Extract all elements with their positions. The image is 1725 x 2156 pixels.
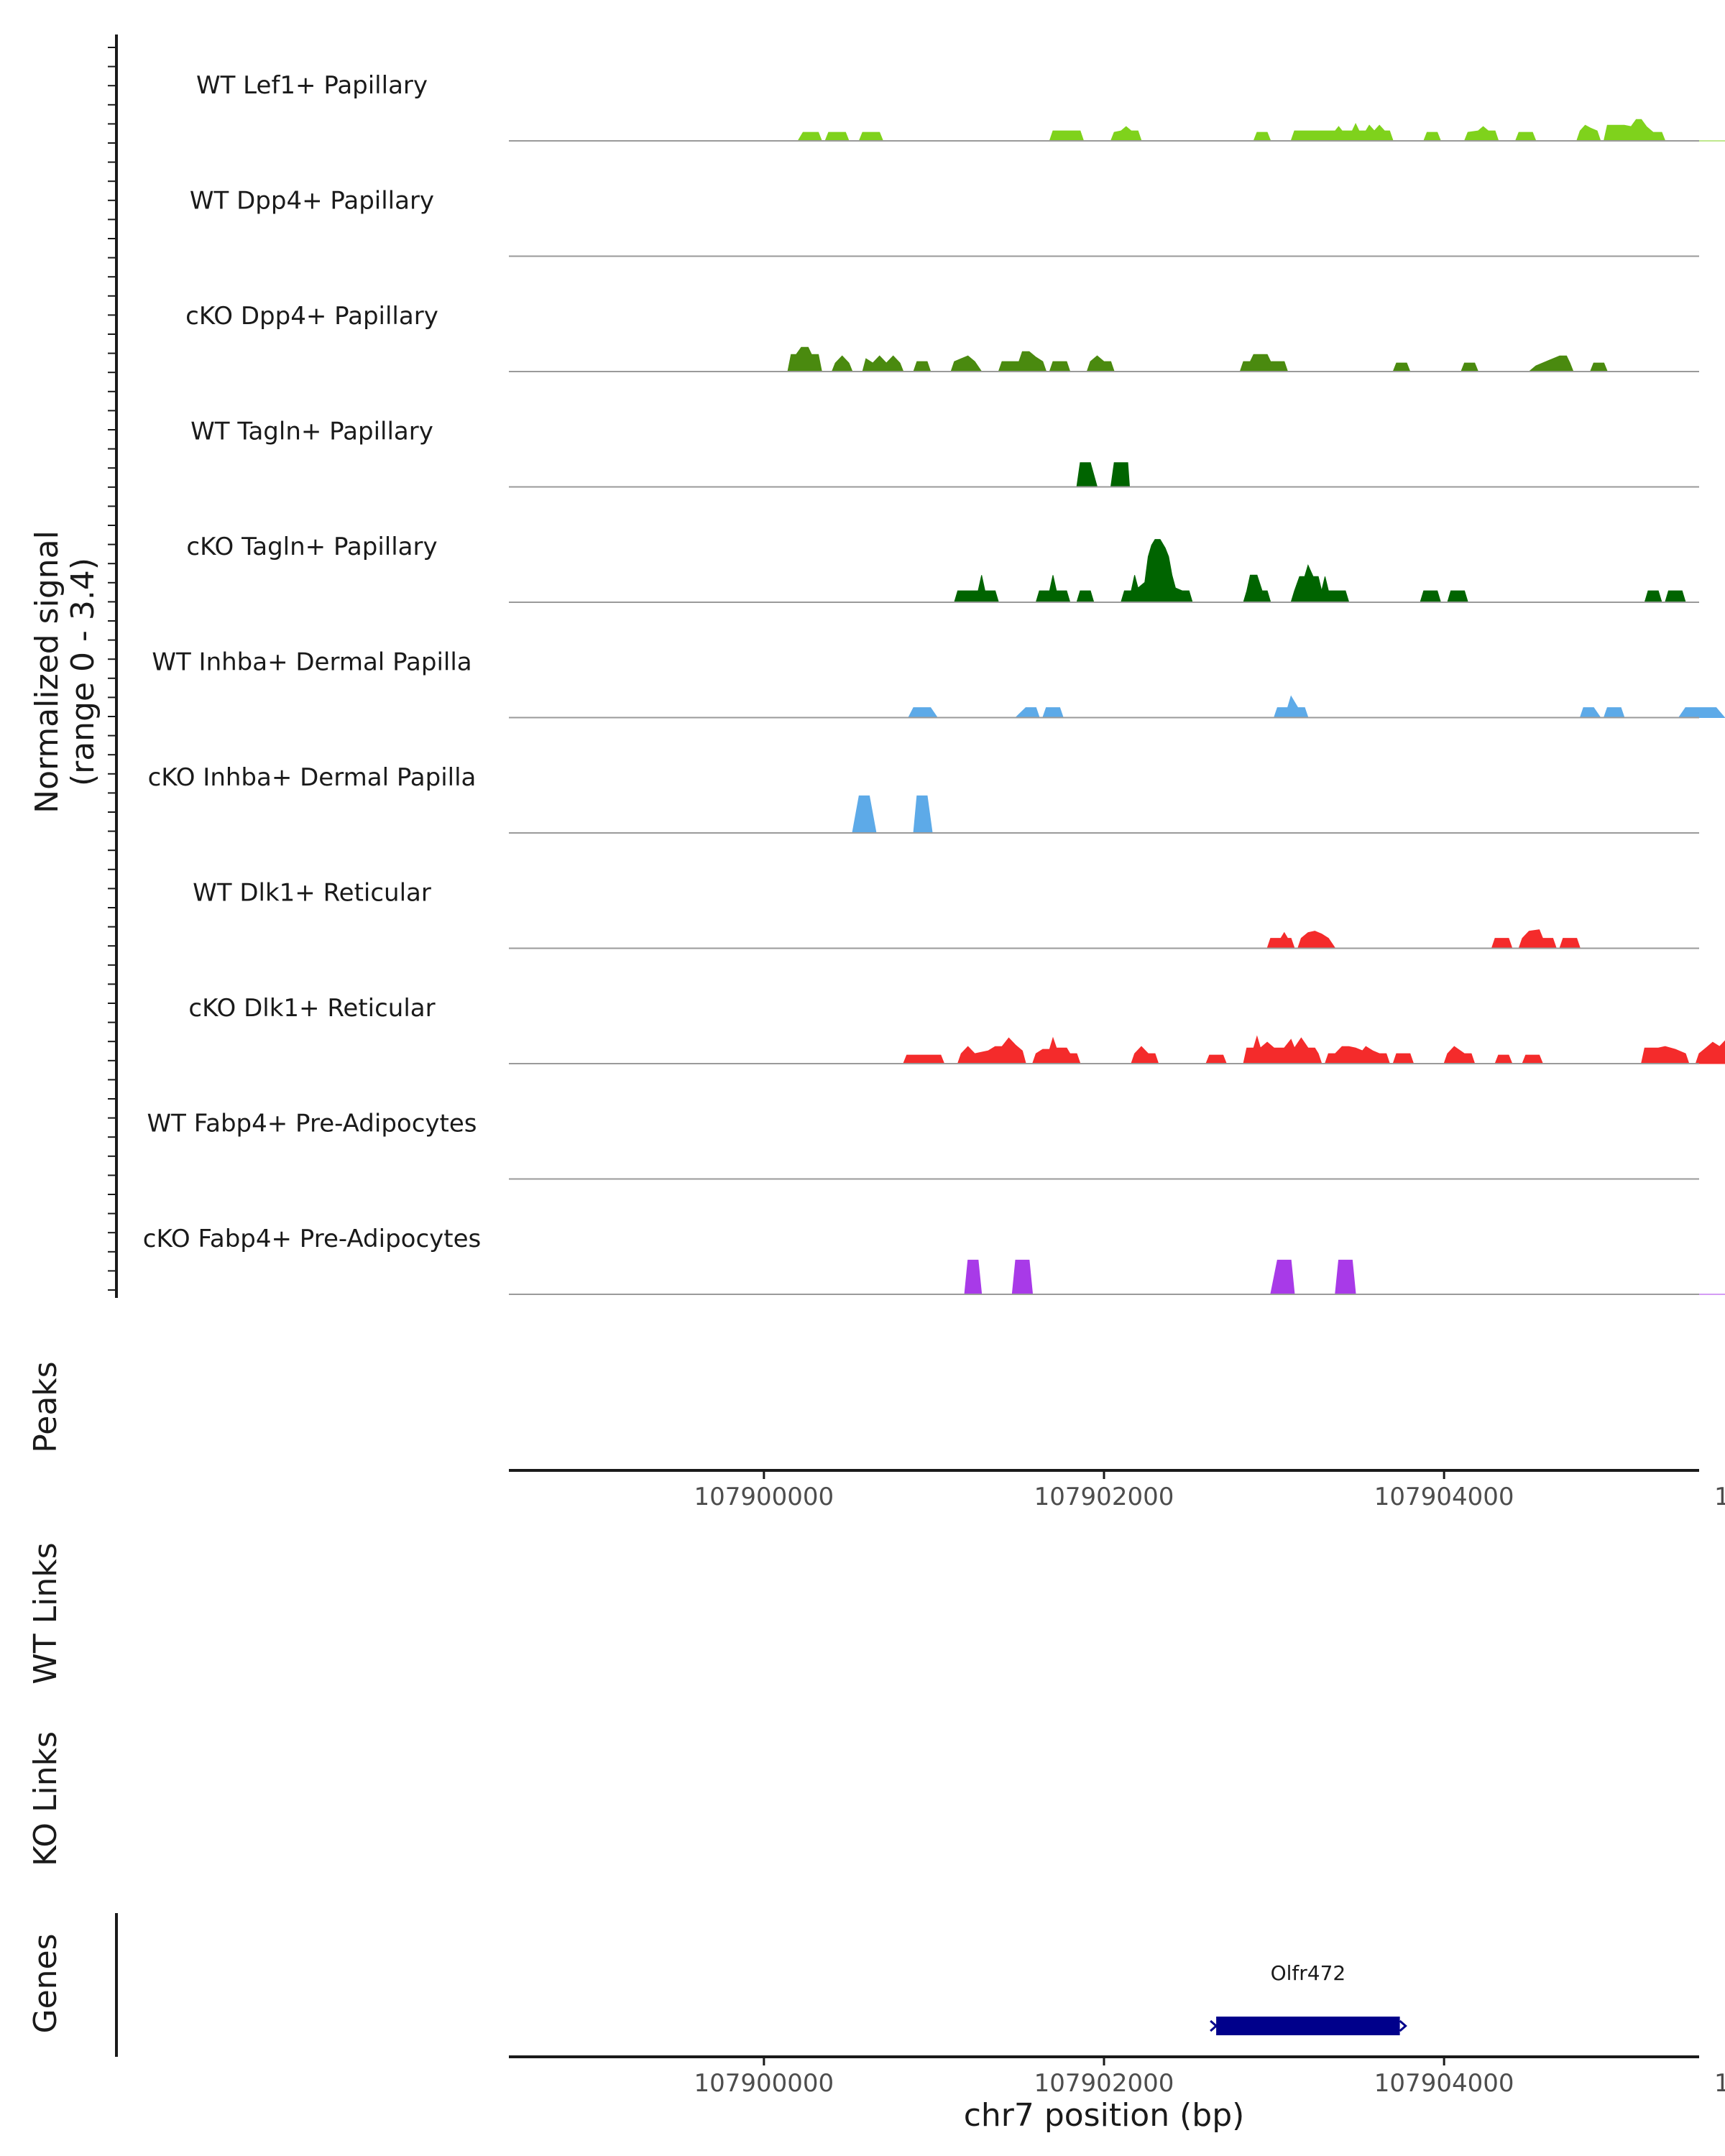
track-8: WT Dlk1+ Reticular — [193, 879, 1699, 949]
track-label: cKO Inhba+ Dermal Papilla — [148, 763, 477, 792]
coverage-area — [1266, 929, 1581, 949]
x-tick-label: 107904000 — [1374, 2069, 1514, 2098]
track-9: cKO Dlk1+ Reticular — [188, 994, 1725, 1064]
track-2: WT Dpp4+ Papillary — [190, 187, 1699, 257]
peaks-panel-title: Peaks — [27, 1361, 64, 1452]
coverage-y-ticks — [108, 47, 116, 1291]
coverage-area — [964, 1259, 1725, 1295]
track-4: WT Tagln+ Papillary — [190, 418, 1699, 488]
genes-panel-title: Genes — [27, 1933, 64, 2033]
coverage-tracks: WT Lef1+ Papillary WT Dpp4+ Papillary cKO … — [143, 71, 1725, 1295]
track-label: WT Dpp4+ Papillary — [190, 187, 434, 216]
track-3: cKO Dpp4+ Papillary — [185, 302, 1699, 372]
track-label: WT Tagln+ Papillary — [190, 418, 433, 446]
x-tick-label: 107902000 — [1034, 1483, 1174, 1511]
track-label: WT Inhba+ Dermal Papilla — [152, 648, 472, 677]
track-label: WT Fabp4+ Pre-Adipocytes — [147, 1110, 477, 1138]
x-tick-label: 107904000 — [1374, 1483, 1514, 1511]
coverage-area — [797, 119, 1725, 142]
track-11: cKO Fabp4+ Pre-Adipocytes — [143, 1225, 1725, 1295]
x-tick-label: 107900000 — [694, 2069, 834, 2098]
peaks-x-ticks: 107900000 107902000 107904000 107906000 — [694, 1470, 1725, 1511]
coverage-y-title-line1: Normalized signal — [29, 530, 65, 814]
coverage-y-title-line2: (range 0 - 3.4) — [65, 558, 101, 786]
ko-links-panel-title: KO Links — [27, 1731, 64, 1866]
track-1: WT Lef1+ Papillary — [196, 71, 1725, 142]
genes-x-ticks: 107900000 107902000 107904000 107906000 — [694, 2057, 1725, 2098]
coverage-area — [954, 539, 1686, 603]
coverage-area — [908, 695, 1725, 718]
x-tick-label: 107906000 — [1714, 1483, 1725, 1511]
gene-body — [1216, 2017, 1400, 2035]
gene-annotations: Olfr472 — [1210, 1961, 1407, 2035]
track-label: WT Dlk1+ Reticular — [193, 879, 431, 908]
track-label: cKO Dlk1+ Reticular — [188, 994, 435, 1023]
track-7: cKO Inhba+ Dermal Papilla — [148, 763, 1699, 834]
gene-strand-arrow — [1399, 2019, 1407, 2032]
gene-strand-arrow — [1210, 2019, 1218, 2032]
x-tick-label: 107906000 — [1714, 2069, 1725, 2098]
coverage-area — [852, 795, 933, 834]
x-tick-label: 107902000 — [1034, 2069, 1174, 2098]
track-label: WT Lef1+ Papillary — [196, 71, 428, 100]
x-axis-title: chr7 position (bp) — [964, 2097, 1245, 2134]
x-tick-label: 107900000 — [694, 1483, 834, 1511]
track-6: WT Inhba+ Dermal Papilla — [152, 648, 1725, 719]
track-label: cKO Dpp4+ Papillary — [185, 302, 438, 331]
coverage-area — [787, 346, 1609, 372]
track-5: cKO Tagln+ Papillary — [186, 533, 1699, 603]
wt-links-panel-title: WT Links — [27, 1542, 64, 1684]
coverage-area — [903, 1035, 1725, 1064]
track-10: WT Fabp4+ Pre-Adipocytes — [147, 1110, 1699, 1180]
gene-Olfr472: Olfr472 — [1210, 1961, 1407, 2035]
track-label: cKO Tagln+ Papillary — [186, 533, 437, 561]
gene-label: Olfr472 — [1271, 1961, 1346, 1985]
track-label: cKO Fabp4+ Pre-Adipocytes — [143, 1225, 482, 1253]
coverage-area — [1076, 462, 1131, 487]
